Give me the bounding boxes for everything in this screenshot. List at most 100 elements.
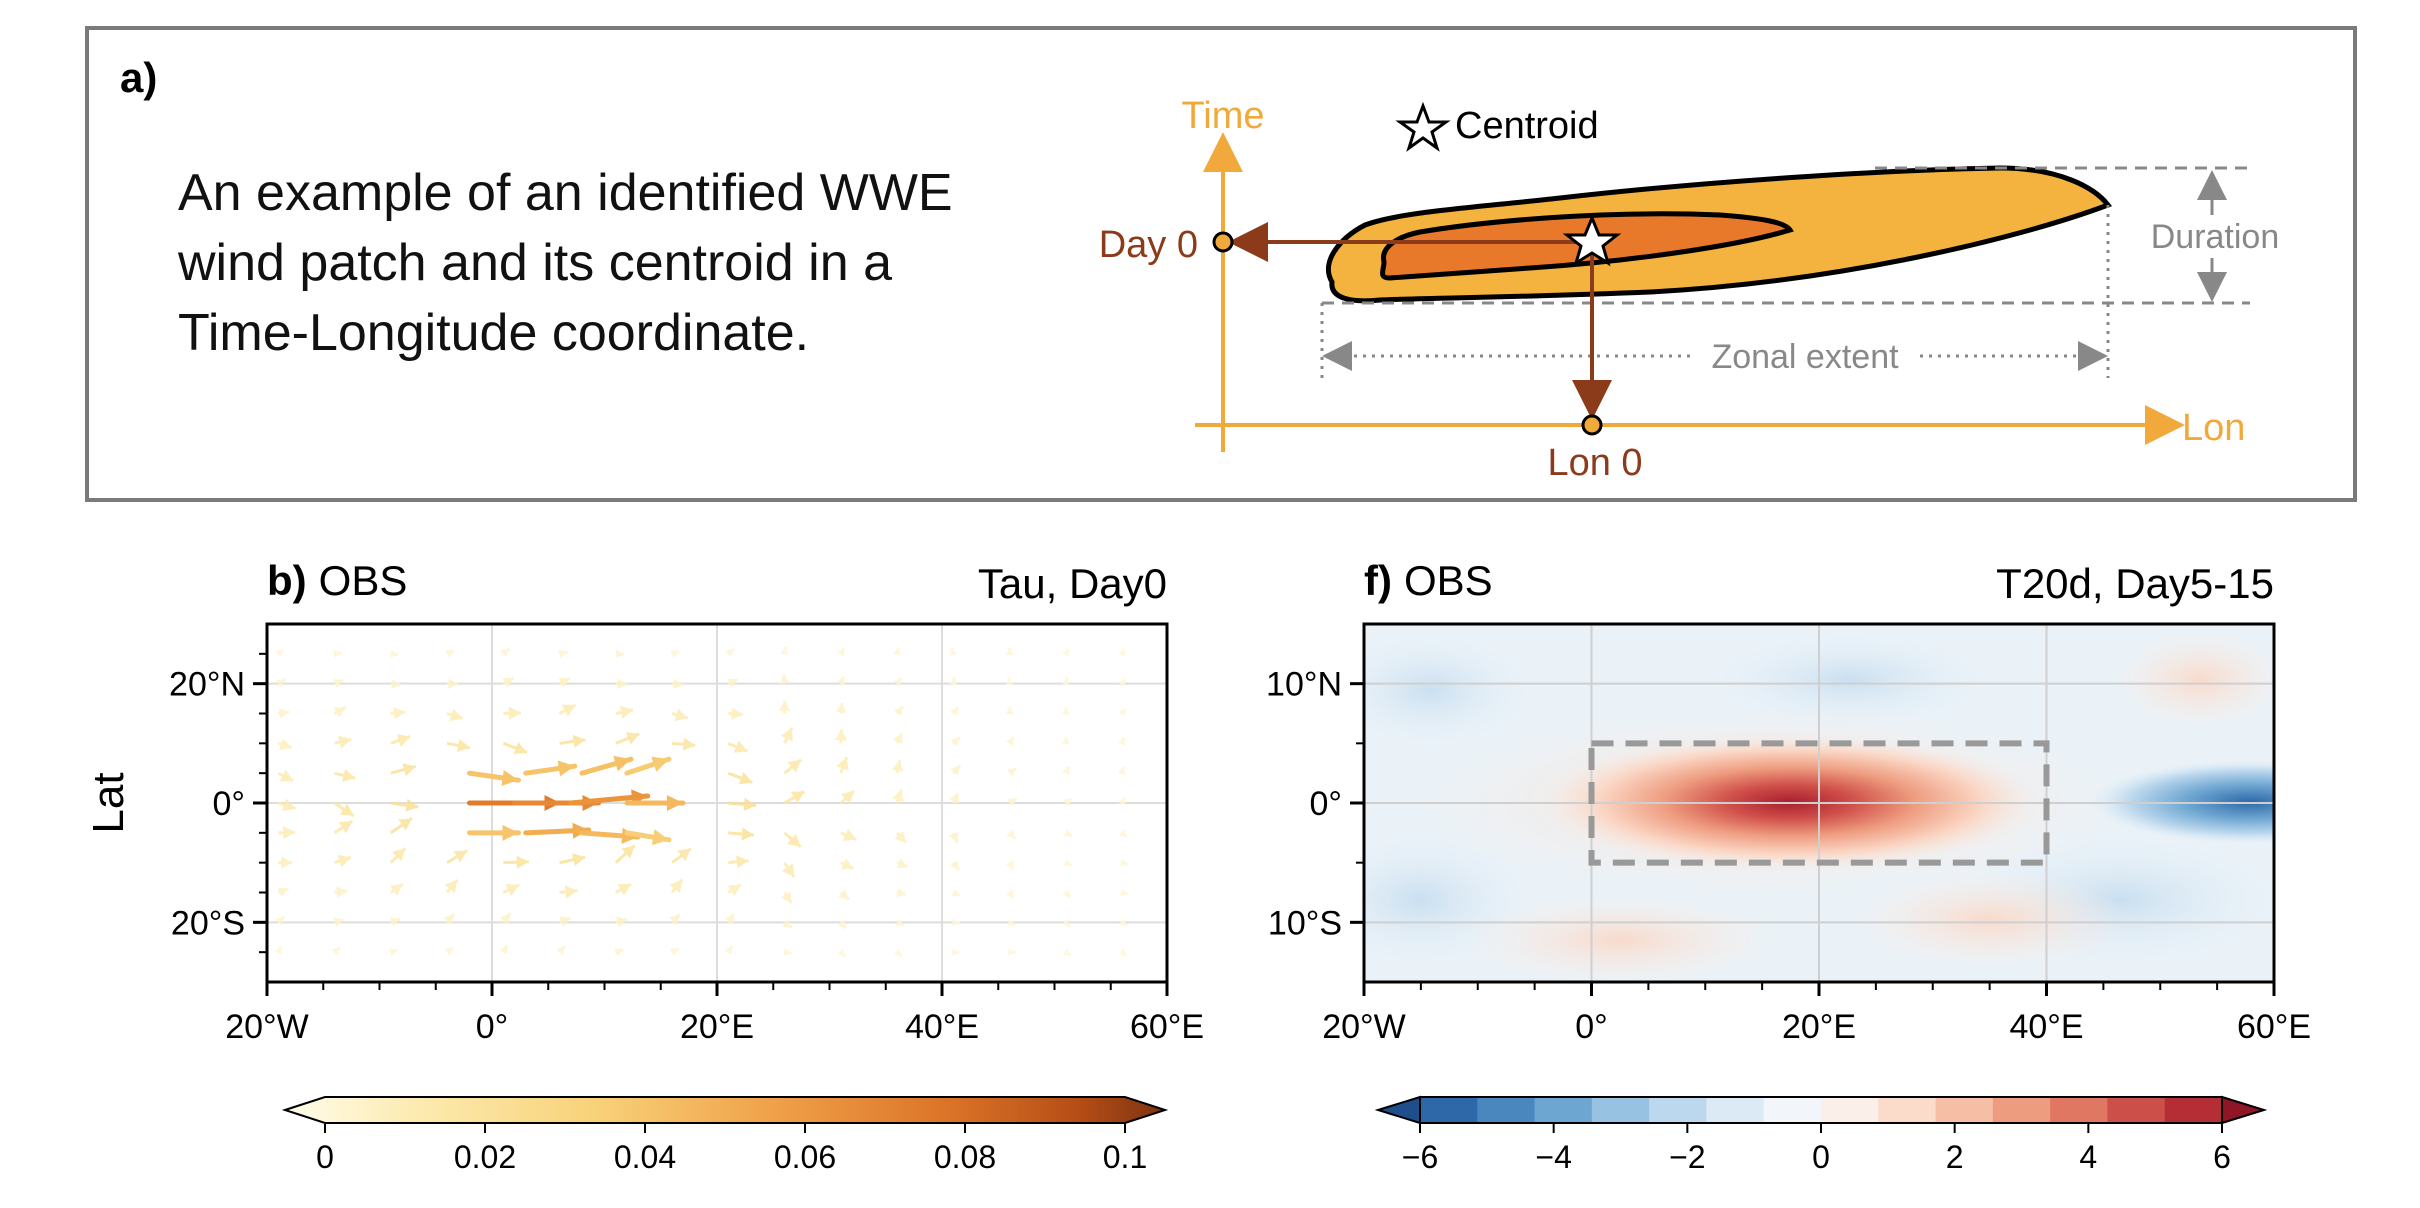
wind-vector-faint-head — [670, 649, 680, 658]
wind-vector-faint — [614, 947, 624, 957]
wind-vector-faint — [390, 798, 419, 812]
wind-vector-faint-head — [617, 883, 632, 896]
wind-vector-faint — [836, 756, 849, 774]
wind-vector-faint-head — [339, 803, 354, 816]
wind-vector-faint — [893, 676, 903, 687]
wind-vector-faint — [446, 678, 459, 689]
wind-vector-faint — [1008, 948, 1016, 956]
wind-vector-faint-head — [277, 887, 289, 897]
panel-f-title-left: f) OBS — [1364, 557, 1493, 604]
wind-vector-faint — [896, 858, 909, 869]
wind-vector-faint-head — [398, 818, 413, 831]
wind-vector-faint-head — [731, 707, 743, 720]
wind-vector-faint-head — [1118, 737, 1126, 746]
x-tick-label-b: 0° — [476, 1008, 509, 1046]
field-blob-pale-blue-4 — [1700, 630, 2000, 730]
colorbar-f-tick-label: −6 — [1402, 1139, 1438, 1175]
wind-vector-faint-head — [331, 947, 340, 956]
panel-b-ylabel: Lat — [84, 772, 133, 833]
wind-vector-faint — [727, 771, 753, 785]
wind-vector-faint — [503, 855, 529, 869]
wind-vector-faint — [558, 916, 572, 927]
wind-vector-faint-head — [333, 917, 344, 927]
wind-vector-faint — [891, 759, 904, 774]
wind-vector-faint-head — [840, 790, 855, 804]
wind-vector-faint — [615, 649, 624, 659]
wind-vector-faint-head — [279, 769, 294, 782]
wind-vector-faint-head — [674, 708, 688, 722]
colorbar-b-tick-label: 0.04 — [614, 1139, 676, 1175]
wind-vector-faint — [277, 769, 295, 783]
colorbar-f-tick-label: −4 — [1535, 1139, 1571, 1175]
wind-vector-faint-head — [572, 734, 586, 748]
wind-vector-faint — [1006, 829, 1017, 841]
wind-vector-faint-head — [556, 946, 565, 956]
wind-vector-faint — [780, 727, 794, 744]
colorbar-f-tick-label: −2 — [1669, 1139, 1705, 1175]
wind-vector-faint — [670, 649, 680, 658]
wind-vector-faint-head — [336, 886, 348, 898]
panel-a: a) An example of an identified WWE wind … — [85, 26, 2357, 502]
wind-vector-faint-head — [950, 737, 961, 747]
wind-vector-faint — [278, 856, 293, 869]
wind-vector-faint — [275, 915, 285, 926]
wind-vector-faint-head — [274, 946, 282, 955]
wind-vector-faint-head — [1063, 858, 1072, 867]
wind-vector-faint — [952, 918, 961, 927]
panel-f-ticks: 20°W 0° 20°E 40°E 60°E 10°N 0° 10°S — [1266, 666, 2311, 1046]
wind-vector — [467, 769, 521, 786]
wind-vector-faint-head — [282, 798, 296, 812]
wind-vector-faint — [780, 646, 789, 655]
wind-vector-faint — [671, 708, 689, 722]
wind-vector-faint — [948, 832, 959, 844]
wind-vector-faint-head — [1062, 948, 1071, 956]
wind-vector-faint-head — [333, 707, 346, 718]
wind-vector-faint-head — [892, 733, 903, 745]
wind-vector-faint-head — [278, 708, 289, 719]
field-blob-pale-pink-1 — [1460, 895, 1780, 982]
wind-vector-faint — [502, 741, 528, 755]
wind-vector-faint — [1062, 889, 1072, 899]
wind-vector-faint-head — [840, 858, 854, 870]
wind-vector-faint — [445, 649, 455, 658]
wind-vector-faint-head — [619, 705, 634, 719]
wind-vector-faint — [1118, 647, 1126, 657]
wind-vector-faint-head — [393, 706, 406, 720]
panel-f-title-right: T20d, Day5-15 — [1996, 560, 2274, 607]
x-tick-label-b: 40°E — [905, 1008, 979, 1046]
wind-vector-faint — [669, 947, 680, 957]
colorbar-b-tick-label: 0.1 — [1103, 1139, 1147, 1175]
wind-vector-faint — [390, 734, 411, 747]
wind-vector-faint-head — [834, 729, 848, 741]
wind-vector-faint-head — [625, 732, 640, 745]
wind-vector-faint-head — [837, 919, 846, 929]
wind-vector-faint-head — [499, 945, 508, 955]
wind-vector-faint — [390, 917, 401, 927]
lon0-marker — [1581, 414, 1603, 436]
wind-vector-faint — [727, 678, 739, 688]
wind-vector-faint — [1005, 677, 1014, 686]
wind-vector-faint-head — [558, 677, 570, 688]
wind-vector-faint-head — [725, 649, 734, 658]
wind-vector-faint — [724, 945, 734, 955]
wind-vector-faint-head — [390, 649, 399, 659]
wind-vector-faint — [558, 649, 568, 659]
wind-vector-faint-head — [836, 648, 845, 657]
wind-vector-faint-head — [672, 678, 683, 690]
wind-vector-faint-head — [787, 833, 801, 847]
wind-vector-faint-head — [1061, 678, 1070, 686]
wind-vector-faint-head — [1061, 648, 1069, 657]
wind-vector-faint-head — [445, 649, 455, 658]
wind-vector-faint-head — [892, 789, 904, 803]
wind-vector-faint-head — [1117, 766, 1126, 775]
wind-vector-faint-head — [949, 793, 959, 804]
wind-vector-faint-head — [1118, 679, 1126, 687]
colorbar-b — [281, 1096, 1169, 1124]
field-blob-pale-pink-3 — [2110, 630, 2274, 730]
wind-vector-faint-head — [1118, 708, 1126, 717]
colorbar-f-segment — [1534, 1097, 1593, 1123]
wind-vector-faint-head — [333, 649, 342, 658]
field-blob-pale-pink-2 — [1850, 870, 2130, 970]
wind-vector-faint — [390, 678, 401, 689]
x-tick-label-f: 20°W — [1322, 1008, 1406, 1046]
